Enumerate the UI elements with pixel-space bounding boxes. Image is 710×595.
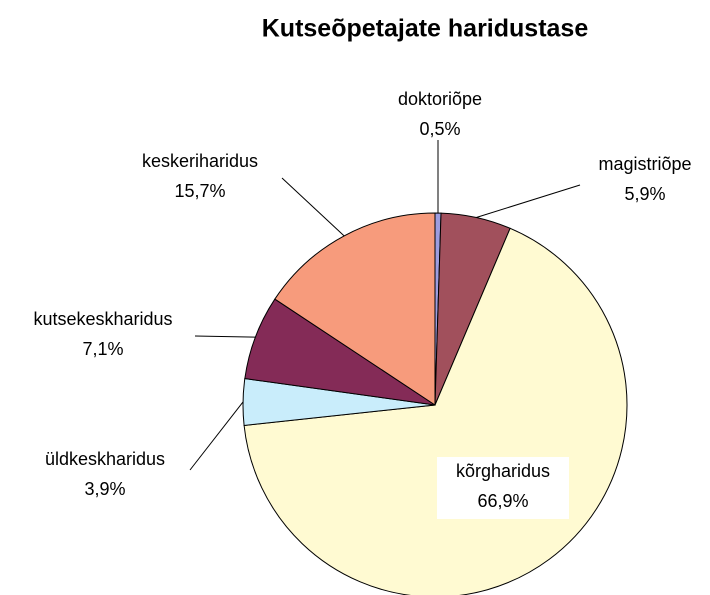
label-background [437, 457, 569, 519]
slice-label: keskeriharidus [142, 151, 258, 171]
value-label: 66,9% [477, 491, 528, 511]
pie-slice [274, 212, 436, 406]
value-label: 7,1% [82, 339, 123, 359]
slice-label: kutsekeskharidus [33, 309, 172, 329]
slice-label: kõrgharidus [456, 461, 550, 481]
slice-label: doktoriõpe [398, 89, 482, 109]
slice-label: üldkeskharidus [45, 449, 165, 469]
leader-line [194, 335, 256, 338]
leader-line [281, 177, 345, 237]
value-label: 0,5% [419, 119, 460, 139]
slice-label: magistriõpe [598, 154, 691, 174]
chart-title: Kutseõpetajate haridustase [262, 15, 589, 43]
leader-line [476, 184, 581, 218]
leader-line [189, 401, 244, 471]
value-label: 15,7% [174, 181, 225, 201]
value-label: 5,9% [624, 184, 665, 204]
value-label: 3,9% [84, 479, 125, 499]
